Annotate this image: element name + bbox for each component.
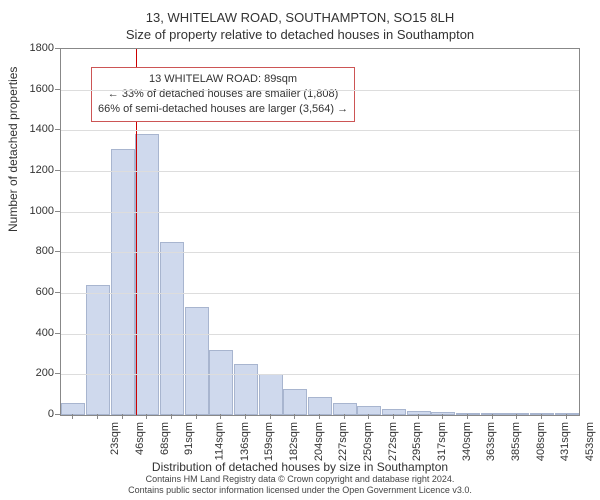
grid-line xyxy=(61,374,579,375)
bar xyxy=(135,134,159,415)
x-tick-mark xyxy=(516,414,517,419)
bar xyxy=(555,413,579,415)
x-tick-mark xyxy=(566,414,567,419)
footer-line: Contains public sector information licen… xyxy=(0,485,600,496)
y-tick-mark xyxy=(55,292,60,293)
x-tick-mark xyxy=(418,414,419,419)
y-tick-label: 0 xyxy=(20,408,54,420)
bar xyxy=(259,374,283,415)
bar xyxy=(481,413,505,415)
grid-line xyxy=(61,130,579,131)
bar xyxy=(86,285,110,415)
y-tick-label: 200 xyxy=(20,367,54,379)
x-tick-mark xyxy=(541,414,542,419)
x-axis-label: Distribution of detached houses by size … xyxy=(0,460,600,474)
annotation-box: 13 WHITELAW ROAD: 89sqm ← 33% of detache… xyxy=(91,67,355,122)
x-tick-label: 385sqm xyxy=(510,422,522,461)
x-tick-label: 340sqm xyxy=(461,422,473,461)
x-tick-mark xyxy=(442,414,443,419)
x-tick-mark xyxy=(171,414,172,419)
y-tick-label: 600 xyxy=(20,286,54,298)
footer-line: Contains HM Land Registry data © Crown c… xyxy=(0,474,600,485)
bar xyxy=(209,350,233,415)
x-tick-label: 272sqm xyxy=(387,422,399,461)
x-tick-label: 114sqm xyxy=(213,422,225,460)
x-tick-mark xyxy=(294,414,295,419)
y-tick-mark xyxy=(55,170,60,171)
y-tick-label: 800 xyxy=(20,245,54,257)
bar xyxy=(407,411,431,415)
suptitle: 13, WHITELAW ROAD, SOUTHAMPTON, SO15 8LH xyxy=(0,0,600,25)
grid-line xyxy=(61,252,579,253)
y-tick-mark xyxy=(55,129,60,130)
y-tick-label: 1800 xyxy=(20,42,54,54)
x-tick-label: 23sqm xyxy=(109,422,121,455)
bar xyxy=(185,307,209,415)
bar xyxy=(234,364,258,415)
x-tick-label: 431sqm xyxy=(559,422,571,461)
footer-note: Contains HM Land Registry data © Crown c… xyxy=(0,474,600,496)
page-root: 13, WHITELAW ROAD, SOUTHAMPTON, SO15 8LH… xyxy=(0,0,600,500)
x-tick-label: 159sqm xyxy=(263,422,275,461)
x-tick-mark xyxy=(72,414,73,419)
y-tick-mark xyxy=(55,89,60,90)
annotation-line: 13 WHITELAW ROAD: 89sqm xyxy=(98,72,348,87)
y-tick-mark xyxy=(55,373,60,374)
grid-line xyxy=(61,171,579,172)
x-tick-label: 91sqm xyxy=(183,422,195,455)
y-tick-mark xyxy=(55,48,60,49)
x-tick-mark xyxy=(344,414,345,419)
bar xyxy=(283,389,307,415)
grid-line xyxy=(61,334,579,335)
x-tick-mark xyxy=(97,414,98,419)
x-tick-mark xyxy=(122,414,123,419)
x-tick-label: 363sqm xyxy=(485,422,497,461)
y-tick-mark xyxy=(55,333,60,334)
x-tick-mark xyxy=(492,414,493,419)
x-tick-mark xyxy=(196,414,197,419)
y-tick-mark xyxy=(55,414,60,415)
grid-line xyxy=(61,293,579,294)
x-tick-label: 204sqm xyxy=(313,422,325,461)
annotation-line: 66% of semi-detached houses are larger (… xyxy=(98,102,348,117)
x-tick-label: 227sqm xyxy=(337,422,349,461)
bar xyxy=(160,242,184,415)
x-tick-label: 408sqm xyxy=(535,422,547,461)
x-tick-label: 317sqm xyxy=(436,422,448,461)
y-tick-label: 1400 xyxy=(20,123,54,135)
x-tick-mark xyxy=(270,414,271,419)
chart-area: 13 WHITELAW ROAD: 89sqm ← 33% of detache… xyxy=(60,48,580,416)
y-axis-label: Number of detached properties xyxy=(6,67,20,232)
x-tick-label: 182sqm xyxy=(288,422,300,461)
x-tick-label: 250sqm xyxy=(362,422,374,461)
x-tick-mark xyxy=(467,414,468,419)
x-tick-label: 295sqm xyxy=(411,422,423,461)
grid-line xyxy=(61,90,579,91)
y-tick-label: 1600 xyxy=(20,83,54,95)
x-tick-label: 46sqm xyxy=(134,422,146,455)
bar xyxy=(333,403,357,415)
x-tick-mark xyxy=(393,414,394,419)
x-tick-label: 453sqm xyxy=(584,422,596,461)
subtitle: Size of property relative to detached ho… xyxy=(0,25,600,42)
y-tick-mark xyxy=(55,211,60,212)
bar xyxy=(308,397,332,415)
x-tick-label: 68sqm xyxy=(159,422,171,455)
y-tick-label: 1000 xyxy=(20,205,54,217)
x-tick-mark xyxy=(319,414,320,419)
y-tick-label: 1200 xyxy=(20,164,54,176)
x-tick-label: 136sqm xyxy=(239,422,251,461)
x-tick-mark xyxy=(245,414,246,419)
y-tick-label: 400 xyxy=(20,327,54,339)
x-tick-mark xyxy=(146,414,147,419)
grid-line xyxy=(61,212,579,213)
x-tick-mark xyxy=(220,414,221,419)
x-tick-mark xyxy=(368,414,369,419)
y-tick-mark xyxy=(55,251,60,252)
